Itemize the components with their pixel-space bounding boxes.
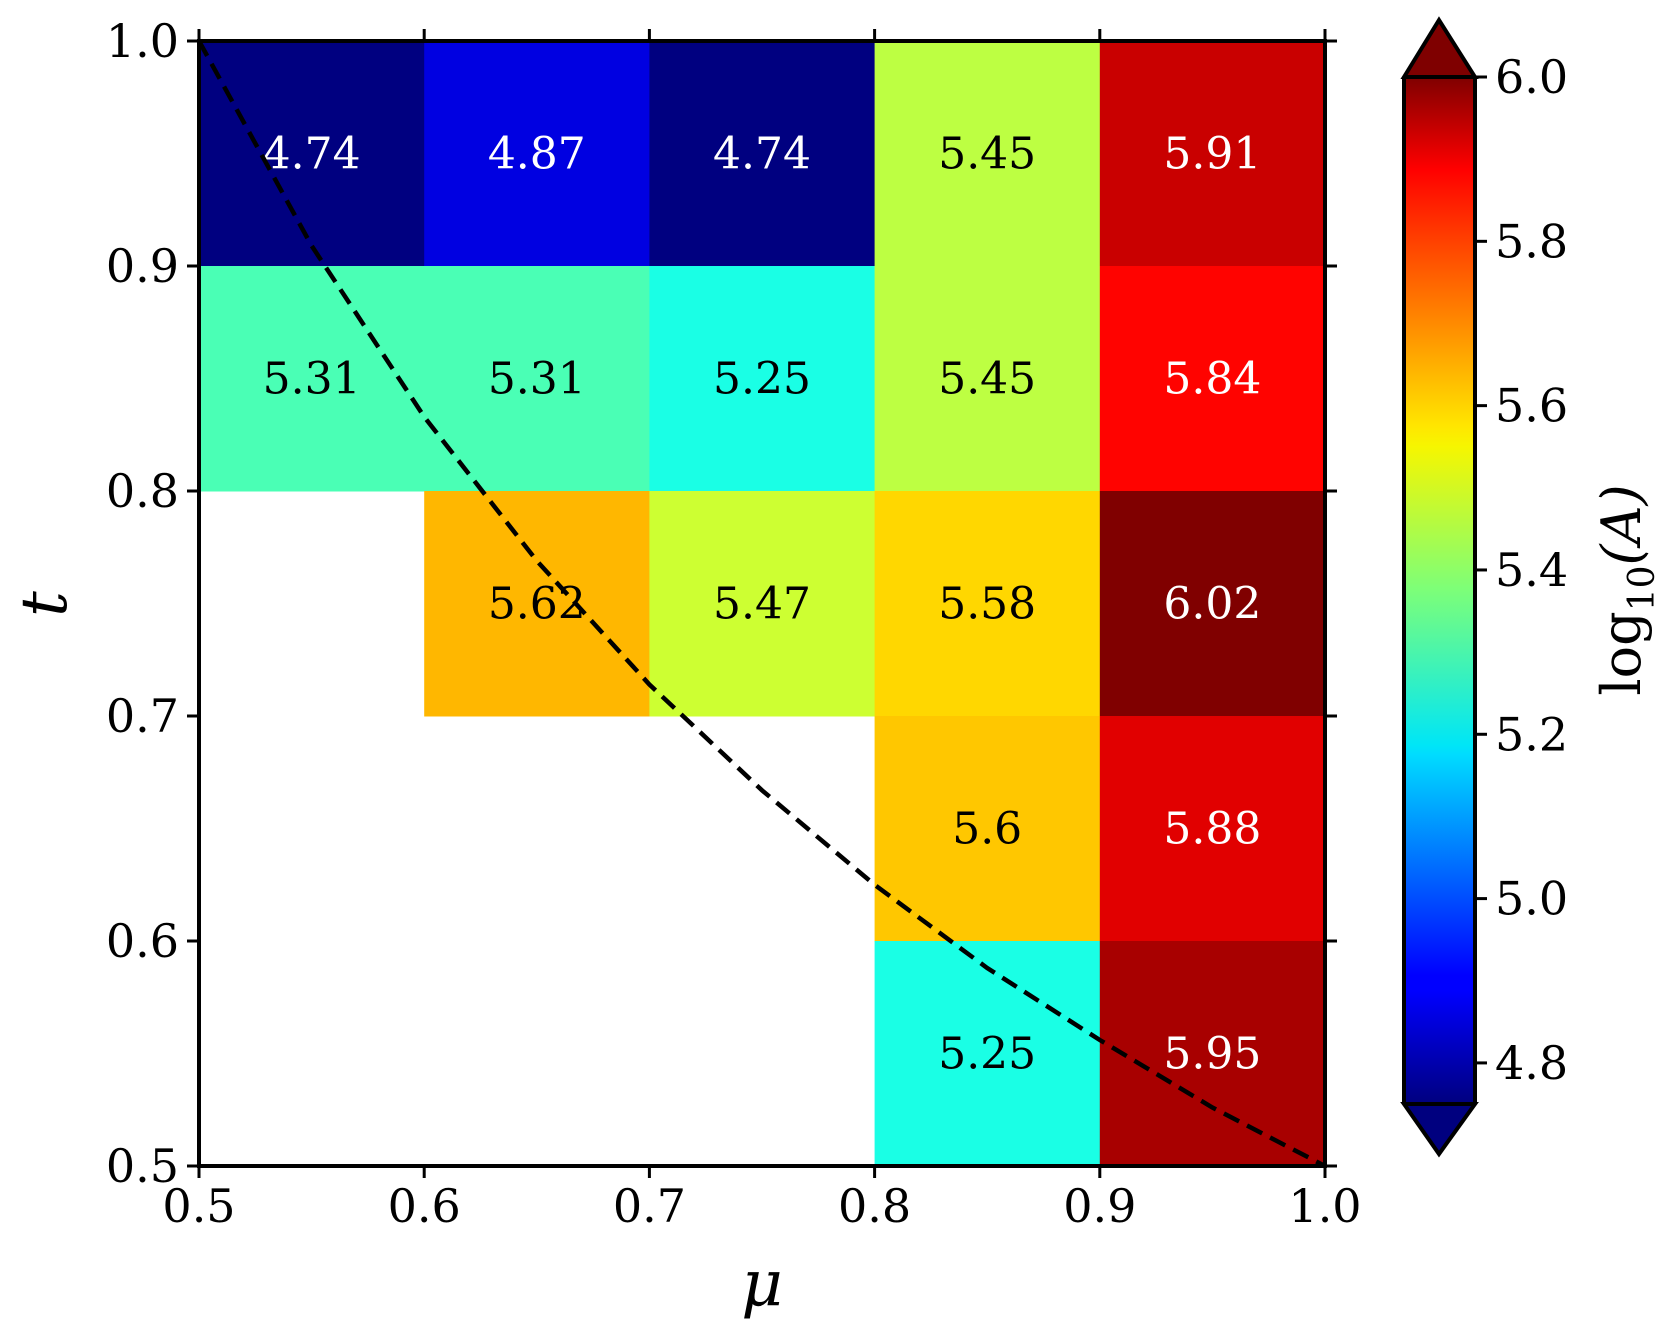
cell-value-label: 5.31 — [263, 354, 361, 405]
y-tick-label: 1.0 — [106, 14, 179, 68]
colorbar-tick-label: 5.8 — [1495, 214, 1568, 268]
colorbar-title-arg: (A) — [1590, 484, 1653, 565]
cell-value-label: 6.02 — [1163, 579, 1261, 630]
colorbar-extend-max — [1400, 16, 1479, 79]
heatmap-cell — [424, 266, 650, 492]
colorbar: 4.8 5.0 5.2 5.4 5.6 5.8 6.0 log10(A) — [1400, 16, 1662, 1158]
heatmap-cell — [1099, 941, 1326, 1167]
heatmap-cell — [199, 41, 425, 267]
colorbar-title-main: log — [1590, 611, 1653, 695]
colorbar-ticks: 4.8 5.0 5.2 5.4 5.6 5.8 6.0 — [1475, 50, 1568, 1090]
colorbar-tick-label: 5.0 — [1495, 872, 1568, 926]
heatmap-cell — [874, 491, 1101, 717]
colorbar-title-sub: 10 — [1622, 565, 1662, 611]
heatmap-cells — [199, 41, 1326, 1167]
heatmap-cell — [874, 41, 1101, 267]
cell-value-label: 5.25 — [713, 354, 811, 405]
colorbar-frame — [1402, 77, 1477, 1104]
heatmap-cell — [649, 491, 876, 717]
x-tick-label: 1.0 — [1288, 1179, 1361, 1233]
x-tick-label: 0.7 — [613, 1179, 686, 1233]
heatmap-cell — [199, 266, 425, 492]
colorbar-tick-label: 5.6 — [1495, 379, 1568, 433]
heatmap-cell — [1099, 716, 1326, 942]
colorbar-title: log10(A) — [1590, 484, 1662, 695]
x-axis-title: μ — [741, 1247, 783, 1321]
heatmap-cell-labels: 4.74 4.87 4.74 5.45 5.91 5.31 5.31 5.25 5.45 5.84… — [263, 129, 1262, 1080]
boundary-curve — [199, 41, 1325, 1166]
x-tick-label: 0.6 — [388, 1179, 461, 1233]
y-tick-label: 0.5 — [106, 1139, 179, 1193]
cell-value-label: 5.31 — [488, 354, 586, 405]
colorbar-gradient — [1404, 77, 1475, 1104]
heatmap-cell — [874, 266, 1101, 492]
y-tick-label: 0.6 — [106, 914, 179, 968]
heatmap-cell — [1099, 266, 1326, 492]
cell-value-label: 5.88 — [1163, 804, 1261, 855]
cell-value-label: 5.58 — [938, 579, 1036, 630]
cell-value-label: 5.45 — [938, 354, 1036, 405]
cell-value-label: 4.87 — [488, 129, 586, 180]
x-tick-label: 0.9 — [1063, 1179, 1136, 1233]
x-tick-label: 0.8 — [838, 1179, 911, 1233]
cell-value-label: 4.74 — [713, 129, 811, 180]
colorbar-tick-label: 5.2 — [1495, 707, 1568, 761]
heatmap-cell — [649, 266, 876, 492]
colorbar-tick-label: 6.0 — [1495, 50, 1568, 104]
heatmap-cell — [1099, 41, 1326, 267]
cell-value-label: 4.74 — [263, 129, 361, 180]
cell-value-label: 5.84 — [1163, 354, 1261, 405]
heatmap-cell — [874, 941, 1101, 1167]
y-axis-ticks: 0.5 0.6 0.7 0.8 0.9 1.0 — [106, 14, 1337, 1193]
boundary-curve-line — [199, 41, 1325, 1166]
heatmap-cell — [874, 716, 1101, 942]
cell-value-label: 5.62 — [488, 579, 586, 630]
cell-value-label: 5.95 — [1163, 1029, 1261, 1080]
cell-value-label: 5.6 — [952, 804, 1022, 855]
colorbar-extend-min — [1400, 1102, 1479, 1158]
heatmap-cell — [1099, 491, 1326, 717]
x-tick-label: 0.5 — [162, 1179, 235, 1233]
cell-value-label: 5.45 — [938, 129, 1036, 180]
colorbar-tick-label: 5.4 — [1495, 543, 1568, 597]
heatmap-cell — [649, 41, 876, 267]
colorbar-tick-label: 4.8 — [1495, 1036, 1568, 1090]
y-tick-label: 0.7 — [106, 689, 179, 743]
cell-value-label: 5.47 — [713, 579, 811, 630]
heatmap-cell — [424, 41, 650, 267]
x-axis-ticks: 0.5 0.6 0.7 0.8 0.9 1.0 — [162, 29, 1362, 1233]
plot-frame — [197, 39, 1327, 1168]
cell-value-label: 5.25 — [938, 1029, 1036, 1080]
cell-value-label: 5.91 — [1163, 129, 1261, 180]
heatmap-cell — [424, 491, 650, 717]
y-tick-label: 0.9 — [106, 239, 179, 293]
y-axis-title: t — [8, 591, 82, 617]
y-tick-label: 0.8 — [106, 464, 179, 518]
